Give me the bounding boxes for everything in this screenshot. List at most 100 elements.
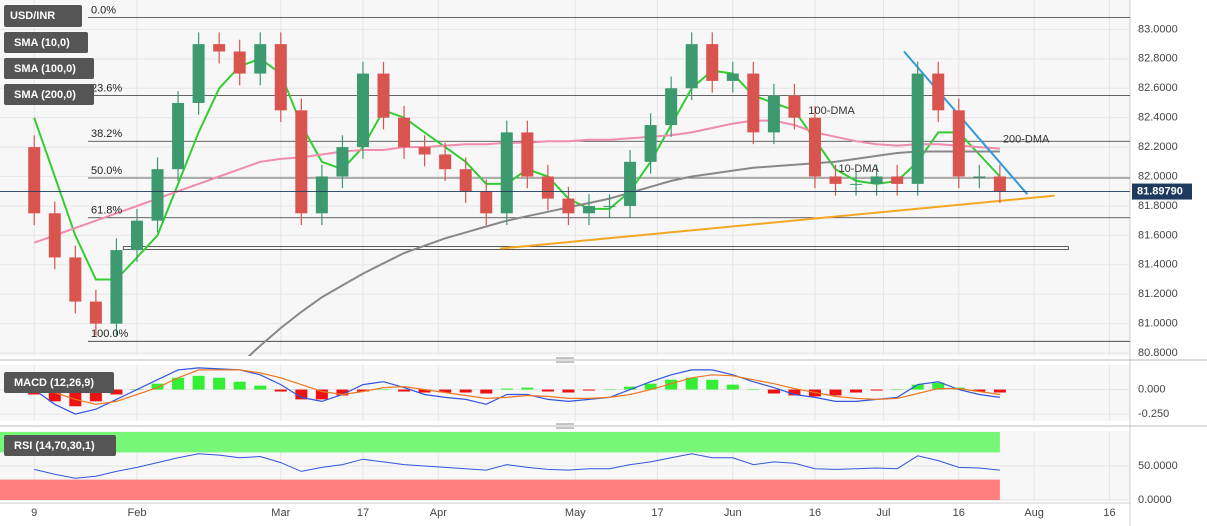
histogram-bar: [829, 389, 842, 396]
candle-body: [582, 205, 595, 214]
y-tick-label: -0.250: [1138, 408, 1169, 420]
histogram-bar: [500, 388, 513, 390]
candle-body: [726, 73, 739, 81]
y-tick-label: 82.0000: [1138, 170, 1178, 182]
candle-body: [418, 147, 431, 155]
histogram-bar: [541, 389, 554, 392]
candle-body: [685, 44, 698, 89]
candle-body: [808, 117, 821, 177]
last-price-box: [1132, 183, 1192, 200]
histogram-bar: [582, 389, 595, 391]
x-tick-label: Feb: [127, 507, 146, 519]
candle-body: [850, 183, 863, 185]
histogram-bar: [726, 384, 739, 390]
candle-body: [993, 176, 1006, 192]
candle-body: [48, 213, 61, 258]
candle-body: [706, 44, 719, 81]
histogram-bar: [439, 389, 452, 393]
y-tick-label: 81.6000: [1138, 229, 1178, 241]
candle-body: [480, 191, 493, 214]
histogram-bar: [624, 386, 637, 390]
legend-label: SMA (10,0): [14, 37, 70, 49]
histogram-bar: [89, 389, 102, 402]
indicator-title: MACD (12,26,9): [14, 377, 94, 389]
histogram-bar: [295, 389, 308, 400]
candle-body: [624, 161, 637, 206]
overbought-zone: [0, 432, 1000, 453]
histogram-bar: [151, 383, 164, 390]
histogram-bar: [644, 383, 657, 390]
candle-body: [89, 301, 102, 324]
candle-body: [829, 176, 842, 184]
chart-title: USD/INR: [10, 10, 55, 22]
x-tick-label: 16: [809, 507, 821, 519]
y-tick-label: 81.0000: [1138, 318, 1178, 330]
trendline: [499, 194, 1055, 250]
histogram-bar: [48, 389, 61, 402]
candle-body: [151, 169, 164, 221]
moving-average: [33, 57, 1001, 281]
series-annotation: 200-DMA: [1003, 133, 1050, 145]
x-tick-label: Apr: [430, 507, 447, 519]
y-tick-label: 0.0000: [1138, 494, 1172, 506]
histogram-bar: [418, 389, 431, 393]
candle-body: [747, 73, 760, 133]
histogram-bar: [870, 389, 883, 391]
histogram-bar: [685, 377, 698, 390]
candle-body: [439, 154, 452, 170]
oversold-zone: [0, 479, 1000, 500]
histogram-bar: [315, 389, 328, 400]
histogram-bar: [254, 385, 267, 390]
histogram-bar: [973, 389, 986, 392]
fib-label: 50.0%: [91, 165, 122, 177]
y-tick-label: 82.4000: [1138, 112, 1178, 124]
legend-box: [4, 32, 88, 53]
candle-body: [541, 176, 554, 199]
histogram-bar: [706, 379, 719, 390]
indicator-box: [4, 435, 116, 456]
histogram-bar: [993, 389, 1006, 393]
x-tick-label: Jul: [876, 507, 890, 519]
candle-body: [233, 51, 246, 74]
candle-body: [295, 110, 308, 214]
candle-body: [521, 132, 534, 177]
candle-body: [69, 257, 82, 302]
candle-body: [192, 44, 205, 103]
candle-body: [274, 44, 287, 111]
x-tick-label: 16: [1103, 507, 1115, 519]
candle-body: [336, 147, 349, 177]
resize-handle[interactable]: [556, 357, 574, 363]
candle-body: [130, 220, 143, 251]
fib-label: 100.0%: [91, 328, 129, 340]
candle-body: [356, 73, 369, 148]
resize-handle[interactable]: [556, 423, 574, 429]
x-tick-label: 16: [953, 507, 965, 519]
histogram-bar: [192, 375, 205, 390]
fib-label: 38.2%: [91, 128, 122, 140]
moving-average: [247, 150, 1000, 356]
x-tick-label: Mar: [271, 507, 290, 519]
x-tick-label: 17: [651, 507, 663, 519]
y-tick-label: 82.2000: [1138, 141, 1178, 153]
histogram-bar: [459, 389, 472, 393]
histogram-bar: [69, 389, 82, 407]
histogram-bar: [932, 382, 945, 390]
last-price-label: 81.89790: [1137, 185, 1183, 197]
candle-body: [110, 250, 123, 324]
histogram-bar: [521, 387, 534, 390]
legend-label: SMA (200,0): [14, 89, 76, 101]
support-zone: [122, 246, 1069, 251]
candle-body: [952, 110, 965, 177]
macd-line: [33, 369, 1000, 405]
candle-body: [932, 73, 945, 111]
fib-label: 23.6%: [91, 83, 122, 95]
candle-body: [398, 117, 411, 148]
candle-body: [767, 95, 780, 133]
candle-body: [562, 198, 575, 214]
series-annotation: 100-DMA: [808, 105, 855, 117]
histogram-bar: [398, 389, 411, 392]
histogram-bar: [336, 389, 349, 396]
histogram-bar: [850, 389, 863, 393]
legend-box: [4, 58, 94, 79]
